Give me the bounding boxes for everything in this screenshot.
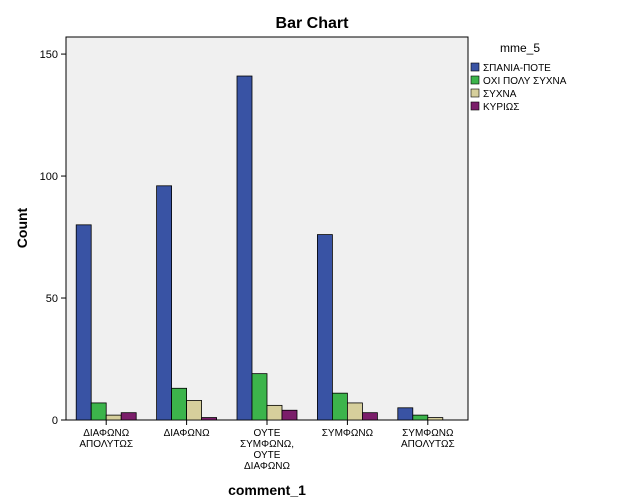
x-tick-label: ΑΠΟΛΥΤΩΣ <box>79 439 133 450</box>
bar <box>251 373 268 421</box>
bar <box>201 417 218 421</box>
legend-label: ΟΧΙ ΠΟΛΥ ΣΥΧΝΑ <box>483 76 567 87</box>
x-tick-label: ΔΙΑΦΩΝΩ <box>244 461 291 472</box>
bar <box>186 400 203 421</box>
y-tick-label: 0 <box>52 415 58 427</box>
bar <box>236 75 253 421</box>
legend-swatch <box>470 75 480 85</box>
bar <box>427 417 444 421</box>
legend-swatch <box>470 62 480 72</box>
bar <box>266 404 283 421</box>
legend-swatch <box>470 101 480 111</box>
bar <box>90 402 107 421</box>
legend-swatch <box>470 88 480 98</box>
bar <box>120 412 137 421</box>
legend-label: ΚΥΡΙΩΣ <box>483 102 519 113</box>
x-tick-label: ΣΥΜΦΩΝΩ <box>402 428 454 439</box>
x-tick-label: ΔΙΑΦΩΝΩ <box>83 428 130 439</box>
y-tick-label: 150 <box>40 49 58 61</box>
y-tick-label: 100 <box>40 171 58 183</box>
bar <box>156 185 173 421</box>
x-tick-label: ΣΥΜΦΩΝΩ, <box>240 439 294 450</box>
bar <box>397 407 414 421</box>
bar <box>316 234 333 421</box>
legend: mme_5 ΣΠΑΝΙΑ-ΠΟΤΕ ΟΧΙ ΠΟΛΥ ΣΥΧΝΑ ΣΥΧΝΑ ΚΥΡΙ… <box>470 41 567 113</box>
legend-label: ΣΠΑΝΙΑ-ΠΟΤΕ <box>483 63 551 74</box>
bar <box>331 392 348 421</box>
chart-title: Bar Chart <box>276 15 350 32</box>
x-tick-label: ΑΠΟΛΥΤΩΣ <box>401 439 455 450</box>
x-tick-label: ΔΙΑΦΩΝΩ <box>164 428 211 439</box>
y-axis: 0 50 100 150 <box>40 49 66 427</box>
legend-label: ΣΥΧΝΑ <box>483 89 517 100</box>
bar <box>281 409 298 421</box>
x-tick-label: ΣΥΜΦΩΝΩ <box>322 428 374 439</box>
bar <box>346 402 363 421</box>
legend-title: mme_5 <box>500 41 540 55</box>
x-axis-title: comment_1 <box>228 482 306 498</box>
bar <box>361 412 378 421</box>
y-tick-label: 50 <box>46 293 58 305</box>
bars-group <box>75 75 444 421</box>
plot-area <box>65 36 469 421</box>
bar <box>412 414 429 421</box>
x-tick-label: ΟΥΤΕ <box>254 450 281 461</box>
y-axis-title: Count <box>14 207 30 248</box>
bar <box>75 224 92 421</box>
x-tick-label: ΟΥΤΕ <box>254 428 281 439</box>
bar <box>171 387 188 421</box>
bar <box>105 414 122 421</box>
